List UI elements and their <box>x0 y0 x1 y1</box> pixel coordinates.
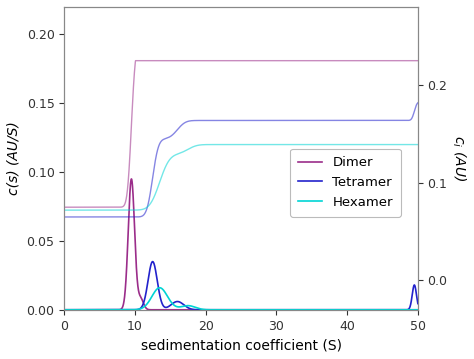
Y-axis label: $c_i$ (AU): $c_i$ (AU) <box>450 135 467 181</box>
Y-axis label: c(s) (AU/S): c(s) (AU/S) <box>7 121 21 195</box>
Legend: Dimer, Tetramer, Hexamer: Dimer, Tetramer, Hexamer <box>290 149 401 216</box>
X-axis label: sedimentation coefficient (S): sedimentation coefficient (S) <box>141 338 342 352</box>
